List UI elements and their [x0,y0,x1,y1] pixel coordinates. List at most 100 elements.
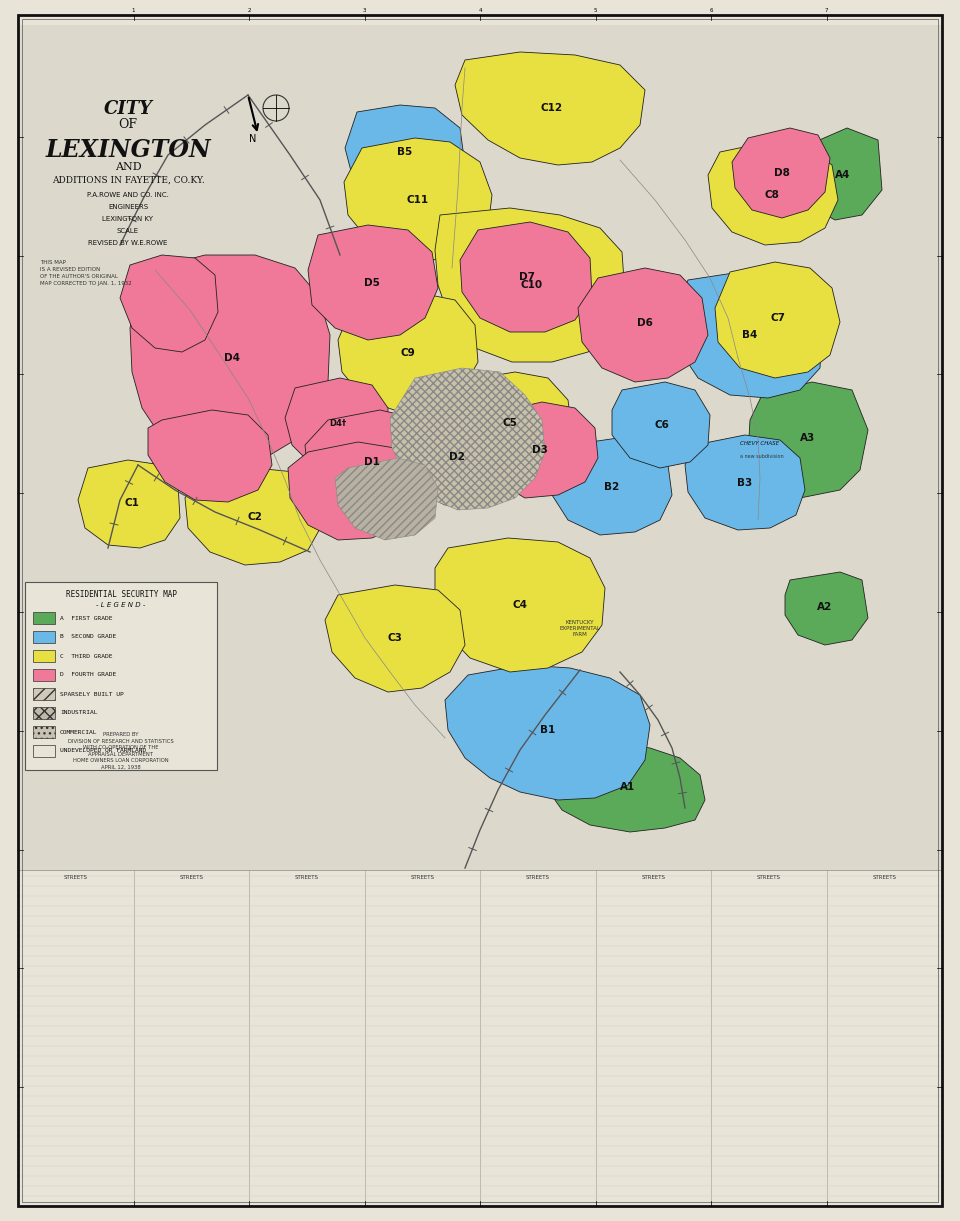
Bar [33,726,55,737]
Text: C3: C3 [388,632,402,643]
Bar [33,687,55,700]
Text: C12: C12 [540,103,564,114]
Text: A4: A4 [835,170,851,179]
Text: D3: D3 [532,444,548,455]
Text: 1: 1 [132,9,135,13]
Text: B  SECOND GRADE: B SECOND GRADE [60,635,116,640]
Text: LEXINGTON KY: LEXINGTON KY [103,216,154,222]
Polygon shape [715,263,840,379]
Text: CITY: CITY [104,100,153,118]
Polygon shape [338,292,478,411]
Text: STREETS: STREETS [873,875,897,880]
Polygon shape [78,460,180,548]
Text: A3: A3 [801,433,816,443]
Text: UNDEVELOPED OR FARMLAND: UNDEVELOPED OR FARMLAND [60,748,146,753]
Polygon shape [148,410,272,502]
Text: ADDITIONS IN FAYETTE, CO.KY.: ADDITIONS IN FAYETTE, CO.KY. [52,176,204,186]
Text: D6: D6 [637,317,653,328]
Text: A  FIRST GRADE: A FIRST GRADE [60,615,112,620]
Text: C4: C4 [513,600,527,610]
Polygon shape [120,255,218,352]
Text: B1: B1 [540,725,556,735]
Text: C7: C7 [771,313,785,324]
Polygon shape [288,442,418,540]
Text: D5: D5 [364,278,380,288]
Polygon shape [335,458,438,540]
Polygon shape [552,438,672,535]
Text: D  FOURTH GRADE: D FOURTH GRADE [60,673,116,678]
Text: STREETS: STREETS [63,875,87,880]
Text: STREETS: STREETS [641,875,665,880]
Polygon shape [676,272,822,398]
Text: B2: B2 [605,482,619,492]
Polygon shape [548,742,705,832]
Text: LEXINGTON: LEXINGTON [45,138,211,162]
Text: C8: C8 [764,190,780,200]
Text: COMMERCIAL: COMMERCIAL [60,729,98,735]
Text: C2: C2 [248,512,262,523]
Text: C6: C6 [655,420,669,430]
Text: D1: D1 [364,457,380,466]
Text: C10: C10 [521,280,543,291]
Text: D4: D4 [224,353,240,363]
Text: ENGINEERS: ENGINEERS [108,204,148,210]
Text: REVISED BY W.E.ROWE: REVISED BY W.E.ROWE [88,241,168,245]
Text: C  THIRD GRADE: C THIRD GRADE [60,653,112,658]
Polygon shape [685,435,805,530]
Polygon shape [398,410,515,505]
Polygon shape [130,255,330,465]
Polygon shape [305,410,438,515]
Text: KENTUCKY
EXPERIMENTAL
FARM: KENTUCKY EXPERIMENTAL FARM [560,620,600,636]
Text: C1: C1 [125,498,139,508]
Text: INDUSTRIAL: INDUSTRIAL [60,711,98,716]
Text: D7: D7 [519,272,535,282]
Polygon shape [460,222,592,332]
Text: 4: 4 [478,9,482,13]
Text: N: N [250,134,256,144]
Polygon shape [435,538,605,672]
Text: 5: 5 [593,9,597,13]
Bar [33,650,55,662]
Text: STREETS: STREETS [410,875,434,880]
Polygon shape [345,105,465,200]
Bar [33,707,55,719]
Text: STREETS: STREETS [180,875,204,880]
Text: B3: B3 [737,477,753,488]
Text: A1: A1 [620,781,636,792]
Polygon shape [308,225,438,339]
Text: D4†: D4† [329,419,347,427]
Text: - L E G E N D -: - L E G E N D - [96,602,146,608]
Polygon shape [480,402,598,498]
Text: C11: C11 [407,195,429,205]
Polygon shape [578,267,708,382]
Text: 3: 3 [363,9,367,13]
Bar [33,631,55,643]
Text: P.A.ROWE AND CO. INC.: P.A.ROWE AND CO. INC. [87,192,169,198]
Text: D8: D8 [774,168,790,178]
Polygon shape [185,468,322,565]
Text: C9: C9 [400,348,416,358]
Polygon shape [455,53,645,165]
Text: B5: B5 [397,147,413,158]
Bar [33,612,55,624]
Text: 7: 7 [825,9,828,13]
Text: AND: AND [114,162,141,172]
Bar [33,669,55,681]
Text: CHEVY CHASE: CHEVY CHASE [740,441,780,446]
Polygon shape [785,571,868,645]
Text: D2: D2 [449,452,465,462]
Text: A2: A2 [817,602,832,612]
Polygon shape [708,142,838,245]
Bar [33,745,55,757]
Polygon shape [390,368,545,510]
Text: 2: 2 [248,9,251,13]
Text: STREETS: STREETS [526,875,550,880]
Polygon shape [748,382,868,498]
Polygon shape [445,665,650,800]
Text: SCALE: SCALE [117,228,139,234]
Polygon shape [732,128,830,219]
Polygon shape [800,128,882,220]
Polygon shape [435,208,625,361]
Polygon shape [448,372,572,475]
Text: SPARSELY BUILT UP: SPARSELY BUILT UP [60,691,124,696]
